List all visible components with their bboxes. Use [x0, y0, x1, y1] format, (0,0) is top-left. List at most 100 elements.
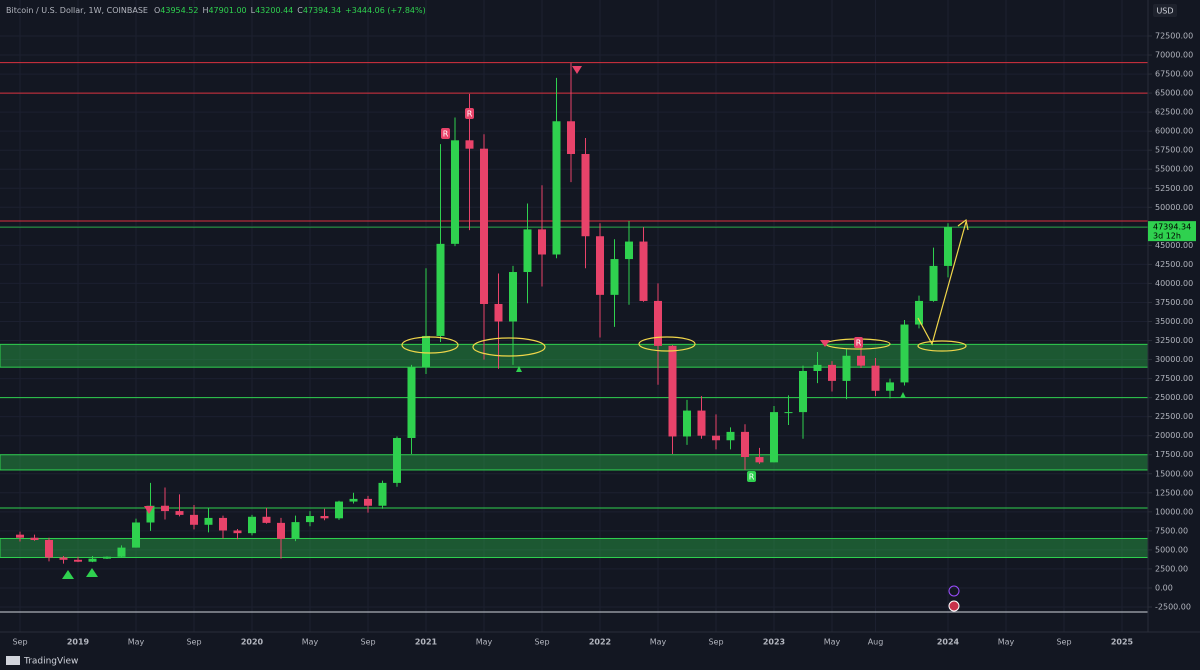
candle-body	[857, 355, 865, 366]
candle-body	[886, 382, 894, 391]
x-tick-label: May	[650, 638, 667, 647]
header-item: 43954.52	[160, 6, 198, 15]
candle-body	[770, 412, 778, 463]
candle-body	[828, 364, 836, 381]
header-item: 47394.34	[303, 6, 341, 15]
icon[interactable]	[948, 600, 960, 612]
header-item: C	[297, 6, 303, 15]
y-tick-label: 2500.00	[1155, 564, 1188, 573]
candles	[16, 62, 952, 564]
ellipse	[917, 340, 967, 352]
candle-body	[610, 259, 619, 295]
zone	[0, 537, 1149, 559]
candle-body	[248, 516, 256, 534]
candle-body	[494, 303, 503, 322]
y-tick-label: 45000.00	[1155, 241, 1193, 250]
candle-body	[45, 540, 53, 558]
candle-body	[451, 140, 459, 244]
ellipse	[472, 337, 546, 357]
y-axis: -2500.00 0.00 2500.00 5000.00 7500.00 10000.0…	[1148, 32, 1193, 612]
candle-body	[117, 547, 126, 557]
y-tick-label: 25000.00	[1155, 393, 1193, 402]
y-tick-label: 40000.00	[1155, 279, 1193, 288]
candle-body	[306, 516, 314, 523]
candle-body	[538, 229, 546, 255]
candle-body	[393, 437, 401, 483]
signal-label: R	[749, 473, 755, 482]
y-tick-label: 70000.00	[1155, 51, 1193, 60]
currency-box	[1153, 4, 1177, 17]
x-tick-label: 2021	[415, 638, 438, 647]
signals: R R R R	[62, 66, 906, 579]
candle-body	[581, 154, 590, 237]
candle-body	[625, 241, 633, 260]
x-tick-label: May	[998, 638, 1015, 647]
x-tick-label: 2019	[67, 638, 90, 647]
x-tick-label: Aug	[868, 638, 884, 647]
label-box	[854, 337, 863, 348]
drawings	[401, 218, 969, 357]
label-box	[465, 108, 474, 119]
logo	[6, 656, 20, 665]
ellipse	[401, 336, 459, 354]
x-tick-label: Sep	[12, 638, 27, 647]
sell-signal	[820, 340, 830, 347]
brand: TradingView	[23, 657, 78, 667]
candle-body	[799, 370, 807, 413]
header: Bitcoin / U.S. Dollar, 1W, COINBASE O4395…	[6, 6, 426, 15]
candle-body	[552, 121, 561, 255]
candle-body	[567, 121, 575, 155]
candle-body	[944, 227, 952, 266]
candle-body	[204, 517, 213, 525]
icon[interactable]	[948, 585, 960, 597]
candle-body	[523, 229, 532, 273]
candle-body	[741, 431, 749, 458]
candle-body	[596, 236, 604, 295]
candle-body	[654, 300, 662, 346]
candle-body	[59, 557, 68, 560]
x-tick-label: 2023	[763, 638, 785, 647]
y-tick-label: 42500.00	[1155, 260, 1193, 269]
candle-body	[335, 501, 343, 519]
zone	[0, 454, 1149, 471]
candle-body	[436, 243, 445, 336]
countdown: 3d 12h	[1153, 232, 1181, 241]
y-tick-label: -2500.00	[1155, 603, 1191, 612]
y-tick-label: 0.00	[1155, 583, 1173, 592]
y-tick-label: 37500.00	[1155, 298, 1193, 307]
label-box	[747, 471, 756, 482]
x-tick-label: 2024	[937, 638, 960, 647]
y-tick-label: 30000.00	[1155, 355, 1193, 364]
candle-body	[320, 516, 329, 519]
y-tick-label: 12500.00	[1155, 488, 1193, 497]
arrow-head	[957, 218, 969, 231]
candle-body	[683, 410, 691, 437]
candle-body	[16, 534, 24, 538]
y-tick-label: 65000.00	[1155, 89, 1193, 98]
header-item: L	[251, 6, 256, 15]
zone	[0, 343, 1149, 368]
y-tick-label: 15000.00	[1155, 469, 1193, 478]
y-tick-label: 5000.00	[1155, 545, 1188, 554]
candle-body	[915, 300, 923, 325]
y-tick-label: 22500.00	[1155, 412, 1193, 421]
x-tick-label: 2022	[589, 638, 611, 647]
x-tick-label: May	[128, 638, 145, 647]
signal-label: R	[467, 110, 473, 119]
buy-signal	[62, 570, 74, 579]
y-tick-label: 35000.00	[1155, 317, 1193, 326]
candle-body	[364, 498, 372, 506]
candle-body	[726, 431, 735, 441]
header-item: Bitcoin / U.S. Dollar, 1W, COINBASE	[6, 6, 148, 15]
x-tick-label: 2025	[1111, 638, 1134, 647]
candle-body	[349, 498, 358, 502]
candle-body	[929, 265, 938, 301]
signal-label: R	[443, 130, 449, 139]
candle-body	[639, 241, 648, 301]
header-item: 47901.00	[208, 6, 246, 15]
candle-body	[233, 530, 242, 534]
y-tick-label: 62500.00	[1155, 108, 1193, 117]
x-axis: Sep 2019 May Sep 2020 May Sep 2021 May Sep 2022 May…	[12, 638, 1133, 647]
x-tick-label: May	[824, 638, 841, 647]
